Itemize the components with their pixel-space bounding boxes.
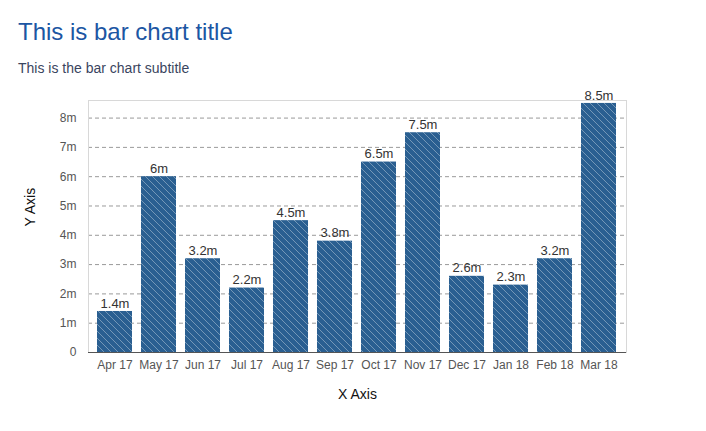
svg-text:Jan 18: Jan 18 [493, 358, 529, 372]
svg-text:Feb 18: Feb 18 [536, 358, 574, 372]
svg-text:8m: 8m [60, 111, 77, 125]
html-text:This is bar chart title: This is bar chart title [18, 18, 233, 45]
svg-text:1.4m: 1.4m [101, 296, 130, 311]
svg-text:6.5m: 6.5m [365, 146, 394, 161]
svg-text:7.5m: 7.5m [409, 117, 438, 132]
svg-text:6m: 6m [150, 161, 168, 176]
svg-text:2.3m: 2.3m [497, 269, 526, 284]
html-text:This is the bar chart subtitle: This is the bar chart subtitle [18, 60, 190, 76]
svg-text:2m: 2m [60, 287, 77, 301]
svg-text:X Axis: X Axis [338, 386, 377, 402]
svg-text:3m: 3m [60, 257, 77, 271]
svg-text:3.2m: 3.2m [541, 243, 570, 258]
svg-text:Dec 17: Dec 17 [448, 358, 486, 372]
svg-text:Aug 17: Aug 17 [272, 358, 310, 372]
svg-text:Jul 17: Jul 17 [231, 358, 263, 372]
svg-text:6m: 6m [60, 170, 77, 184]
svg-text:May 17: May 17 [139, 358, 179, 372]
svg-text:Oct 17: Oct 17 [361, 358, 397, 372]
svg-text:Y Axis: Y Axis [22, 188, 38, 227]
svg-text:4.5m: 4.5m [277, 205, 306, 220]
svg-text:5m: 5m [60, 199, 77, 213]
svg-text:4m: 4m [60, 228, 77, 242]
svg-text:3.8m: 3.8m [321, 225, 350, 240]
svg-text:7m: 7m [60, 140, 77, 154]
svg-text:2.2m: 2.2m [233, 272, 262, 287]
svg-text:Mar 18: Mar 18 [580, 358, 618, 372]
svg-text:Nov 17: Nov 17 [404, 358, 442, 372]
svg-text:Sep 17: Sep 17 [316, 358, 354, 372]
svg-text:3.2m: 3.2m [189, 243, 218, 258]
svg-text:Apr 17: Apr 17 [97, 358, 133, 372]
svg-text:2.6m: 2.6m [453, 260, 482, 275]
svg-text:1m: 1m [60, 316, 77, 330]
svg-text:0: 0 [70, 345, 77, 359]
svg-text:Jun 17: Jun 17 [185, 358, 221, 372]
svg-text:8.5m: 8.5m [585, 88, 614, 103]
